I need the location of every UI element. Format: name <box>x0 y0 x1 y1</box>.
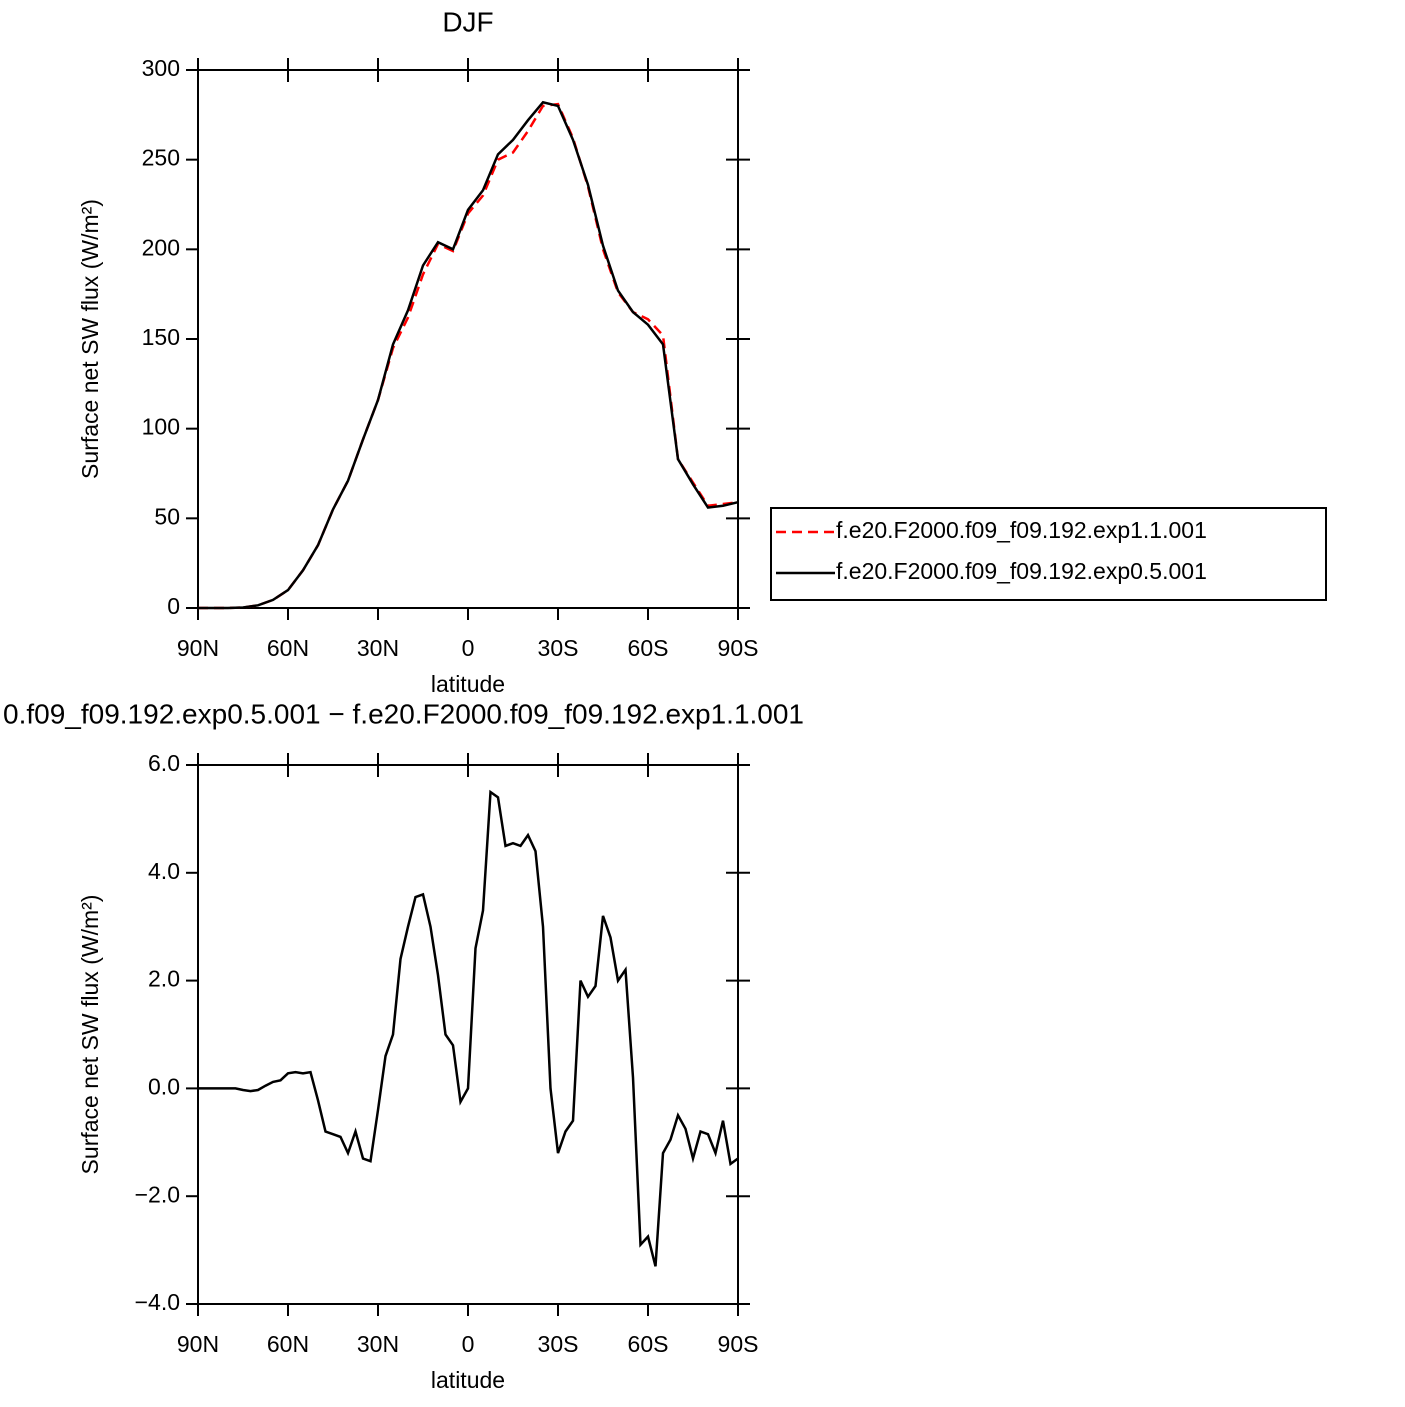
y-tick-label: 200 <box>142 234 180 260</box>
y-tick-label: 50 <box>154 503 180 529</box>
x-tick-label: 0 <box>462 635 475 661</box>
y-tick-label: −2.0 <box>135 1181 180 1207</box>
y-tick-label: 4.0 <box>148 858 180 884</box>
x-tick-label: 30N <box>357 1331 399 1357</box>
y-tick-label: 2.0 <box>148 966 180 992</box>
x-tick-label: 0 <box>462 1331 475 1357</box>
x-tick-label: 30S <box>538 1331 579 1357</box>
x-tick-label: 90N <box>177 1331 219 1357</box>
x-tick-label: 90S <box>718 1331 759 1357</box>
y-tick-label: 6.0 <box>148 750 180 776</box>
plot-frame <box>197 69 739 609</box>
x-tick-label: 60N <box>267 1331 309 1357</box>
chart-title: 0.f09_f09.192.exp0.5.001 − f.e20.F2000.f… <box>3 698 804 729</box>
legend-box <box>770 507 1327 601</box>
legend-label: f.e20.F2000.f09_f09.192.exp0.5.001 <box>836 558 1207 584</box>
legend-label: f.e20.F2000.f09_f09.192.exp1.1.001 <box>836 517 1207 543</box>
data-line <box>198 789 739 1267</box>
y-tick-label: 300 <box>142 55 180 81</box>
x-tick-label: 60S <box>628 1331 669 1357</box>
x-axis-label: latitude <box>431 671 505 697</box>
x-tick-label: 90S <box>718 635 759 661</box>
data-line <box>198 102 739 610</box>
y-axis-label: Surface net SW flux (W/m²) <box>77 199 103 479</box>
y-tick-label: 0.0 <box>148 1073 180 1099</box>
x-tick-label: 60N <box>267 635 309 661</box>
chart-title: DJF <box>442 6 493 37</box>
y-axis-label: Surface net SW flux (W/m²) <box>77 895 103 1175</box>
x-axis-label: latitude <box>431 1367 505 1393</box>
data-line <box>198 100 739 610</box>
x-tick-label: 90N <box>177 635 219 661</box>
y-tick-label: −4.0 <box>135 1289 180 1315</box>
y-tick-label: 0 <box>167 593 180 619</box>
y-tick-label: 100 <box>142 414 180 440</box>
plot-frame <box>197 764 739 1305</box>
y-tick-label: 250 <box>142 145 180 171</box>
x-tick-label: 30S <box>538 635 579 661</box>
x-tick-label: 60S <box>628 635 669 661</box>
x-tick-label: 30N <box>357 635 399 661</box>
y-tick-label: 150 <box>142 324 180 350</box>
